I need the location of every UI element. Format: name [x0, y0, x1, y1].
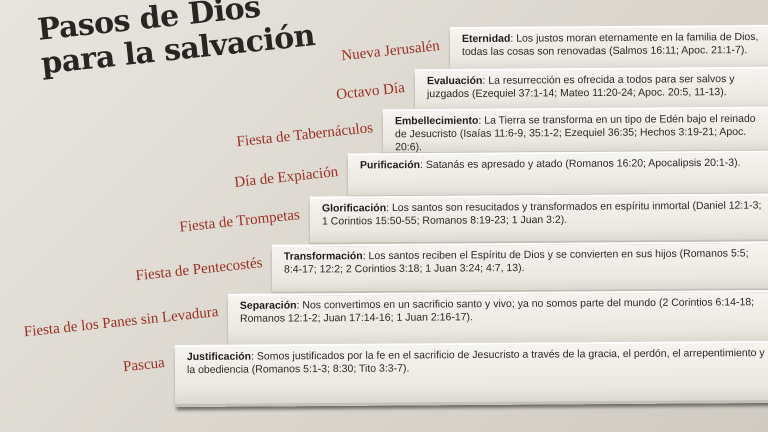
- step-name: Evaluación: [426, 74, 483, 88]
- step-description: Evaluación: La resurrección es ofrecida …: [415, 69, 768, 106]
- step-name: Separación: [239, 299, 297, 312]
- step-name: Embellecimiento: [394, 114, 479, 128]
- stair-step: Purificación: Satanás es apresado y atad…: [347, 150, 768, 199]
- step-description: Purificación: Satanás es apresado y atad…: [348, 152, 768, 176]
- stair-step: Glorificación: Los santos son resucitado…: [309, 193, 768, 246]
- page-title: Pasos de Dios para la salvación: [35, 0, 317, 82]
- step-text: : Somos justificados por la fe en el sac…: [186, 346, 765, 377]
- feast-label: Fiesta de Tabernáculos: [235, 120, 374, 151]
- step-text: : Satanás es apresado y atado (Romanos 1…: [419, 156, 741, 171]
- stair-step: Embellecimiento: La Tierra se transforma…: [382, 106, 768, 156]
- feast-label: Día de Expiación: [233, 164, 339, 191]
- stair-step: Separación: Nos convertimos en un sacrif…: [227, 290, 768, 348]
- step-name: Transformación: [283, 250, 363, 263]
- feast-label: Octavo Día: [335, 80, 406, 104]
- step-description: Eternidad: Los justos moran eternamente …: [450, 27, 768, 63]
- step-name: Justificación: [186, 350, 252, 364]
- feast-label: Pascua: [122, 355, 166, 376]
- step-description: Justificación: Somos justificados por la…: [175, 343, 768, 381]
- feast-label: Fiesta de Trompetas: [178, 207, 301, 236]
- feast-label: Fiesta de los Panes sin Levadura: [22, 304, 219, 341]
- feast-label: Fiesta de Pentecostés: [134, 255, 263, 285]
- step-name: Glorificación: [321, 202, 387, 215]
- step-name: Eternidad: [461, 32, 511, 46]
- stair-step: Justificación: Somos justificados por la…: [174, 340, 768, 408]
- step-description: Separación: Nos convertimos en un sacrif…: [228, 292, 768, 330]
- step-description: Glorificación: Los santos son resucitado…: [310, 195, 768, 232]
- stair-step: Eternidad: Los justos moran eternamente …: [449, 24, 768, 74]
- stair-step: Transformación: Los santos reciben el Es…: [271, 241, 768, 295]
- step-name: Purificación: [359, 158, 421, 172]
- feast-label: Nueva Jerusalén: [340, 38, 441, 65]
- step-text: : Nos convertimos en un sacrificio santo…: [239, 296, 755, 325]
- step-text: : Los santos son resucitados y transform…: [321, 199, 762, 228]
- step-description: Transformación: Los santos reciben el Es…: [272, 243, 768, 281]
